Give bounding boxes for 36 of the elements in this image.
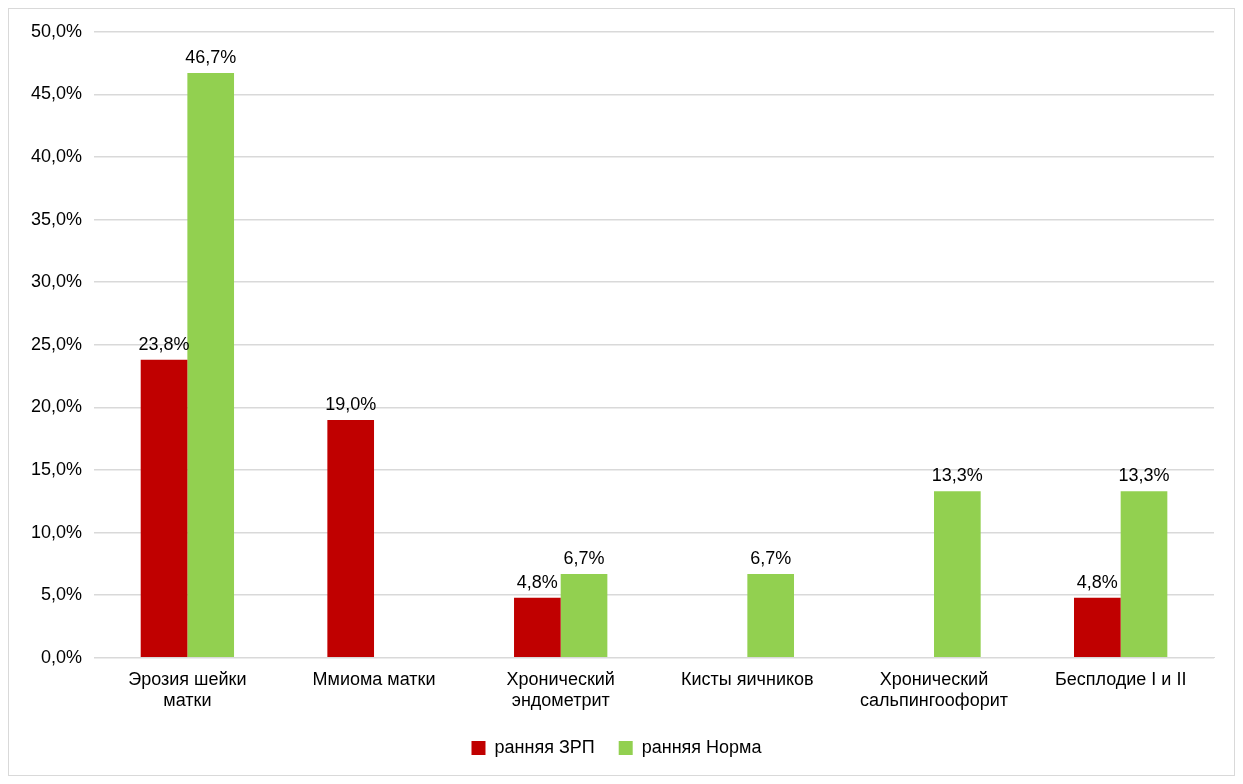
bar bbox=[560, 573, 608, 658]
y-tick-label: 5,0% bbox=[41, 584, 83, 605]
y-tick-label: 30,0% bbox=[30, 271, 83, 292]
data-label: 6,7% bbox=[563, 547, 605, 568]
y-tick-label: 10,0% bbox=[30, 521, 83, 542]
bar bbox=[187, 73, 235, 658]
legend-label: ранняя Норма bbox=[641, 736, 763, 757]
y-tick-label: 50,0% bbox=[30, 20, 83, 41]
data-label: 4,8% bbox=[516, 571, 558, 592]
bar bbox=[514, 597, 561, 658]
bar bbox=[140, 359, 188, 658]
y-tick-label: 15,0% bbox=[30, 458, 83, 479]
bar bbox=[747, 573, 795, 658]
bar bbox=[1074, 597, 1121, 658]
data-label: 19,0% bbox=[325, 393, 377, 414]
data-label: 13,3% bbox=[931, 465, 983, 486]
y-tick-label: 0,0% bbox=[41, 646, 83, 667]
x-tick-label: Кисты яичников bbox=[681, 668, 814, 689]
y-tick-label: 45,0% bbox=[30, 83, 83, 104]
y-tick-label: 25,0% bbox=[30, 333, 83, 354]
y-tick-label: 35,0% bbox=[30, 208, 83, 229]
y-tick-label: 20,0% bbox=[30, 396, 83, 417]
x-tick-label: Эрозия шейки матки bbox=[128, 668, 247, 711]
bar bbox=[1120, 491, 1168, 658]
x-tick-label: Хронический сальпингоофорит bbox=[860, 668, 1008, 711]
bar bbox=[327, 419, 375, 658]
bar bbox=[934, 491, 981, 658]
y-tick-label: 40,0% bbox=[30, 145, 83, 166]
data-label: 46,7% bbox=[185, 47, 237, 68]
x-tick-label: Ммиома матки bbox=[312, 668, 436, 689]
data-label: 13,3% bbox=[1118, 465, 1170, 486]
x-tick-label: Бесплодие I и II bbox=[1054, 668, 1187, 689]
legend-label: ранняя ЗРП bbox=[494, 736, 595, 757]
x-tick-label: Хронический эндометрит bbox=[506, 668, 615, 711]
data-label: 4,8% bbox=[1076, 571, 1118, 592]
data-label: 6,7% bbox=[750, 547, 792, 568]
